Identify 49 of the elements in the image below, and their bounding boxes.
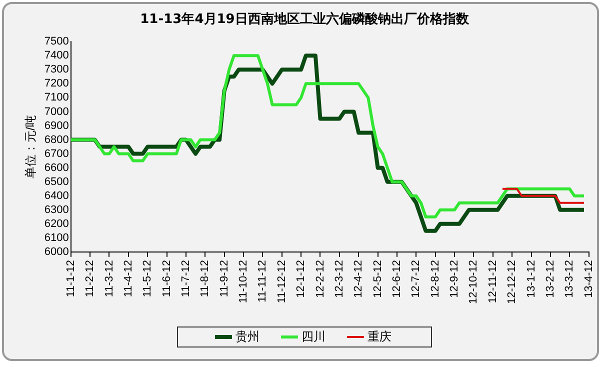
x-tick-label: 12-3-12 <box>333 260 346 298</box>
y-tick-label: 7200 <box>44 78 69 90</box>
legend-label: 贵州 <box>236 329 260 344</box>
x-tick-label: 13-2-12 <box>544 260 556 298</box>
y-tick-label: 6600 <box>44 162 69 174</box>
y-tick-label: 6700 <box>44 148 69 160</box>
x-tick-label: 11-2-12 <box>84 260 96 298</box>
x-tick-label: 12-10-12 <box>468 260 480 304</box>
x-tick-label: 12-5-12 <box>372 260 384 298</box>
y-tick-label: 7100 <box>44 92 69 104</box>
y-tick-label: 6300 <box>44 204 69 216</box>
x-tick-label: 13-3-12 <box>564 260 576 298</box>
x-tick-label: 12-12-12 <box>506 260 518 304</box>
x-tick-label: 11-6-12 <box>160 260 173 298</box>
x-tick-label: 11-9-12 <box>218 260 230 298</box>
y-tick-label: 6000 <box>44 246 69 258</box>
x-tick-label: 11-5-12 <box>142 260 154 298</box>
y-tick-label: 7300 <box>44 64 69 76</box>
x-tick-label: 12-8-12 <box>429 260 442 298</box>
x-tick-label: 11-8-12 <box>199 260 212 298</box>
x-tick-label: 11-4-12 <box>122 260 134 298</box>
y-tick-label: 6900 <box>44 120 69 132</box>
x-tick-label: 11-10-12 <box>238 260 250 304</box>
chart-title: 11-13年4月19日西南地区工业六偏磷酸钠出厂价格指数 <box>140 11 470 28</box>
y-tick-label: 6500 <box>44 176 69 188</box>
x-tick-label: 13-1-12 <box>525 260 538 298</box>
y-tick-label: 7500 <box>44 36 69 48</box>
x-tick-label: 11-11-12 <box>256 260 269 302</box>
legend-label: 四川 <box>302 329 326 344</box>
y-tick-label: 7000 <box>44 106 69 118</box>
y-axis-title: 单位：元/吨 <box>24 115 38 178</box>
x-tick-label: 12-1-12 <box>295 260 308 298</box>
y-tick-label: 6800 <box>44 134 69 146</box>
x-tick-label: 11-1-12 <box>64 260 77 298</box>
x-tick-label: 13-4-12 <box>582 260 595 298</box>
x-tick-label: 12-6-12 <box>391 260 404 298</box>
legend-label: 重庆 <box>368 329 392 344</box>
x-tick-label: 12-7-12 <box>410 260 422 298</box>
x-tick-label: 12-2-12 <box>314 260 326 298</box>
y-tick-label: 7400 <box>44 50 69 62</box>
x-tick-label: 11-7-12 <box>180 260 192 298</box>
x-tick-label: 11-3-12 <box>103 260 116 298</box>
x-tick-label: 12-9-12 <box>448 260 461 298</box>
x-tick-label: 11-12-12 <box>276 260 288 304</box>
y-tick-label: 6400 <box>44 190 69 202</box>
x-tick-label: 12-4-12 <box>352 260 365 298</box>
y-tick-label: 6100 <box>44 232 69 244</box>
y-tick-label: 6200 <box>44 218 69 230</box>
x-tick-label: 12-11-12 <box>486 260 499 304</box>
